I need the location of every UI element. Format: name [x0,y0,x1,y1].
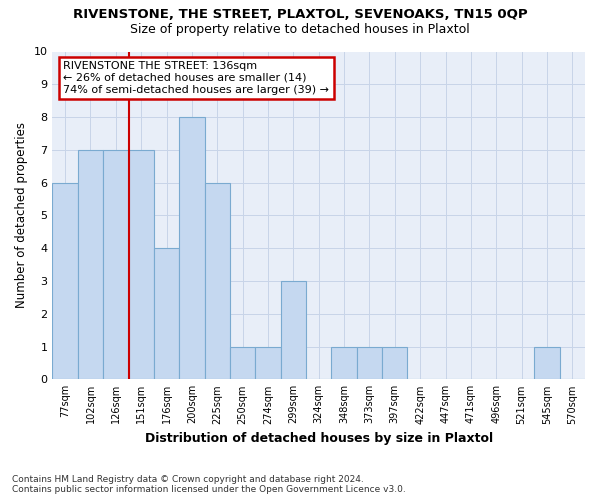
Text: RIVENSTONE, THE STREET, PLAXTOL, SEVENOAKS, TN15 0QP: RIVENSTONE, THE STREET, PLAXTOL, SEVENOA… [73,8,527,20]
Bar [128,150,154,380]
Bar [534,346,560,380]
Bar [331,346,357,380]
Bar [256,346,281,380]
Bar [52,182,78,380]
Bar [281,281,306,380]
X-axis label: Distribution of detached houses by size in Plaxtol: Distribution of detached houses by size … [145,432,493,445]
Bar [382,346,407,380]
Text: Size of property relative to detached houses in Plaxtol: Size of property relative to detached ho… [130,22,470,36]
Bar [154,248,179,380]
Text: Contains HM Land Registry data © Crown copyright and database right 2024.
Contai: Contains HM Land Registry data © Crown c… [12,474,406,494]
Bar [179,117,205,380]
Text: RIVENSTONE THE STREET: 136sqm
← 26% of detached houses are smaller (14)
74% of s: RIVENSTONE THE STREET: 136sqm ← 26% of d… [63,62,329,94]
Bar [357,346,382,380]
Bar [205,182,230,380]
Bar [103,150,128,380]
Bar [230,346,256,380]
Bar [78,150,103,380]
Y-axis label: Number of detached properties: Number of detached properties [15,122,28,308]
